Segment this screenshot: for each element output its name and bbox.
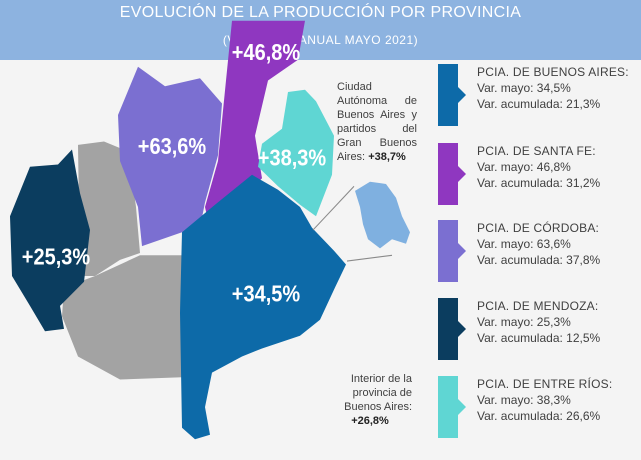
legend-item: PCIA. DE SANTA FE: Var. mayo: 46,8% Var. a… <box>438 143 631 205</box>
note-interior-value: +26,8% <box>351 415 389 427</box>
legend-var-acumulada: Var. acumulada: 31,2% <box>477 176 601 190</box>
label-entre-rios: +38,3% <box>258 144 326 171</box>
legend-swatch <box>438 64 458 126</box>
legend-var-mayo: Var. mayo: 25,3% <box>477 315 571 329</box>
province-la-pampa <box>62 255 182 380</box>
label-cordoba: +63,6% <box>138 133 206 160</box>
note-caba-value: +38,7% <box>368 151 406 163</box>
legend-item: PCIA. DE BUENOS AIRES: Var. mayo: 34,5% Va… <box>438 64 631 126</box>
legend-var-mayo: Var. mayo: 34,5% <box>477 81 571 95</box>
legend-text: PCIA. DE CÓRDOBA: Var. mayo: 63,6% Var. ac… <box>477 220 600 268</box>
legend-province-name: PCIA. DE SANTA FE: <box>477 144 596 158</box>
legend-var-mayo: Var. mayo: 63,6% <box>477 237 571 251</box>
legend-var-acumulada: Var. acumulada: 26,6% <box>477 409 601 423</box>
province-santa-fe <box>205 20 305 231</box>
province-mendoza <box>10 149 90 332</box>
note-caba: Ciudad Autónoma de Buenos Aires y partid… <box>337 80 417 164</box>
note-caba-text: Ciudad Autónoma de Buenos Aires y partid… <box>337 81 417 163</box>
legend-swatch <box>438 376 458 438</box>
legend-province-name: PCIA. DE CÓRDOBA: <box>477 221 600 235</box>
legend-item: PCIA. DE MENDOZA: Var. mayo: 25,3% Var. ac… <box>438 298 631 360</box>
legend-arrow-icon <box>458 87 466 103</box>
connector-line <box>312 185 355 231</box>
legend-var-mayo: Var. mayo: 38,3% <box>477 393 571 407</box>
note-interior: Interior de la provincia de Buenos Aires… <box>328 372 412 428</box>
province-cordoba <box>118 66 222 247</box>
legend-arrow-icon <box>458 399 466 415</box>
province-san-luis <box>78 141 140 276</box>
legend-swatch <box>438 220 458 282</box>
legend-var-mayo: Var. mayo: 46,8% <box>477 160 571 174</box>
legend-text: PCIA. DE SANTA FE: Var. mayo: 46,8% Var. a… <box>477 143 600 191</box>
legend-var-acumulada: Var. acumulada: 21,3% <box>477 97 601 111</box>
legend-var-acumulada: Var. acumulada: 12,5% <box>477 331 601 345</box>
legend-swatch <box>438 143 458 205</box>
legend-province-name: PCIA. DE BUENOS AIRES: <box>477 65 629 79</box>
legend-arrow-icon <box>458 166 466 182</box>
legend-swatch <box>438 298 458 360</box>
legend-text: PCIA. DE BUENOS AIRES: Var. mayo: 34,5% Va… <box>477 64 629 112</box>
legend-text: PCIA. DE MENDOZA: Var. mayo: 25,3% Var. ac… <box>477 298 600 346</box>
province-entre-rios <box>258 89 334 217</box>
label-santa-fe: +46,8% <box>232 38 300 65</box>
legend-var-acumulada: Var. acumulada: 37,8% <box>477 253 601 267</box>
amba-inset <box>355 181 410 249</box>
label-buenos-aires: +34,5% <box>232 280 300 307</box>
page-title: EVOLUCIÓN DE LA PRODUCCIÓN POR PROVINCIA <box>119 4 522 21</box>
legend-province-name: PCIA. DE ENTRE RÍOS: <box>477 377 613 391</box>
legend-arrow-icon <box>458 321 466 337</box>
label-mendoza: +25,3% <box>22 243 90 270</box>
legend-item: PCIA. DE CÓRDOBA: Var. mayo: 63,6% Var. ac… <box>438 220 631 282</box>
province-buenos-aires <box>180 174 346 440</box>
legend-province-name: PCIA. DE MENDOZA: <box>477 299 599 313</box>
connector-line <box>346 254 393 262</box>
legend-item: PCIA. DE ENTRE RÍOS: Var. mayo: 38,3% Var.… <box>438 376 631 438</box>
note-interior-text: Interior de la provincia de Buenos Aires… <box>344 373 412 413</box>
legend-arrow-icon <box>458 243 466 259</box>
legend-text: PCIA. DE ENTRE RÍOS: Var. mayo: 38,3% Var.… <box>477 376 612 424</box>
